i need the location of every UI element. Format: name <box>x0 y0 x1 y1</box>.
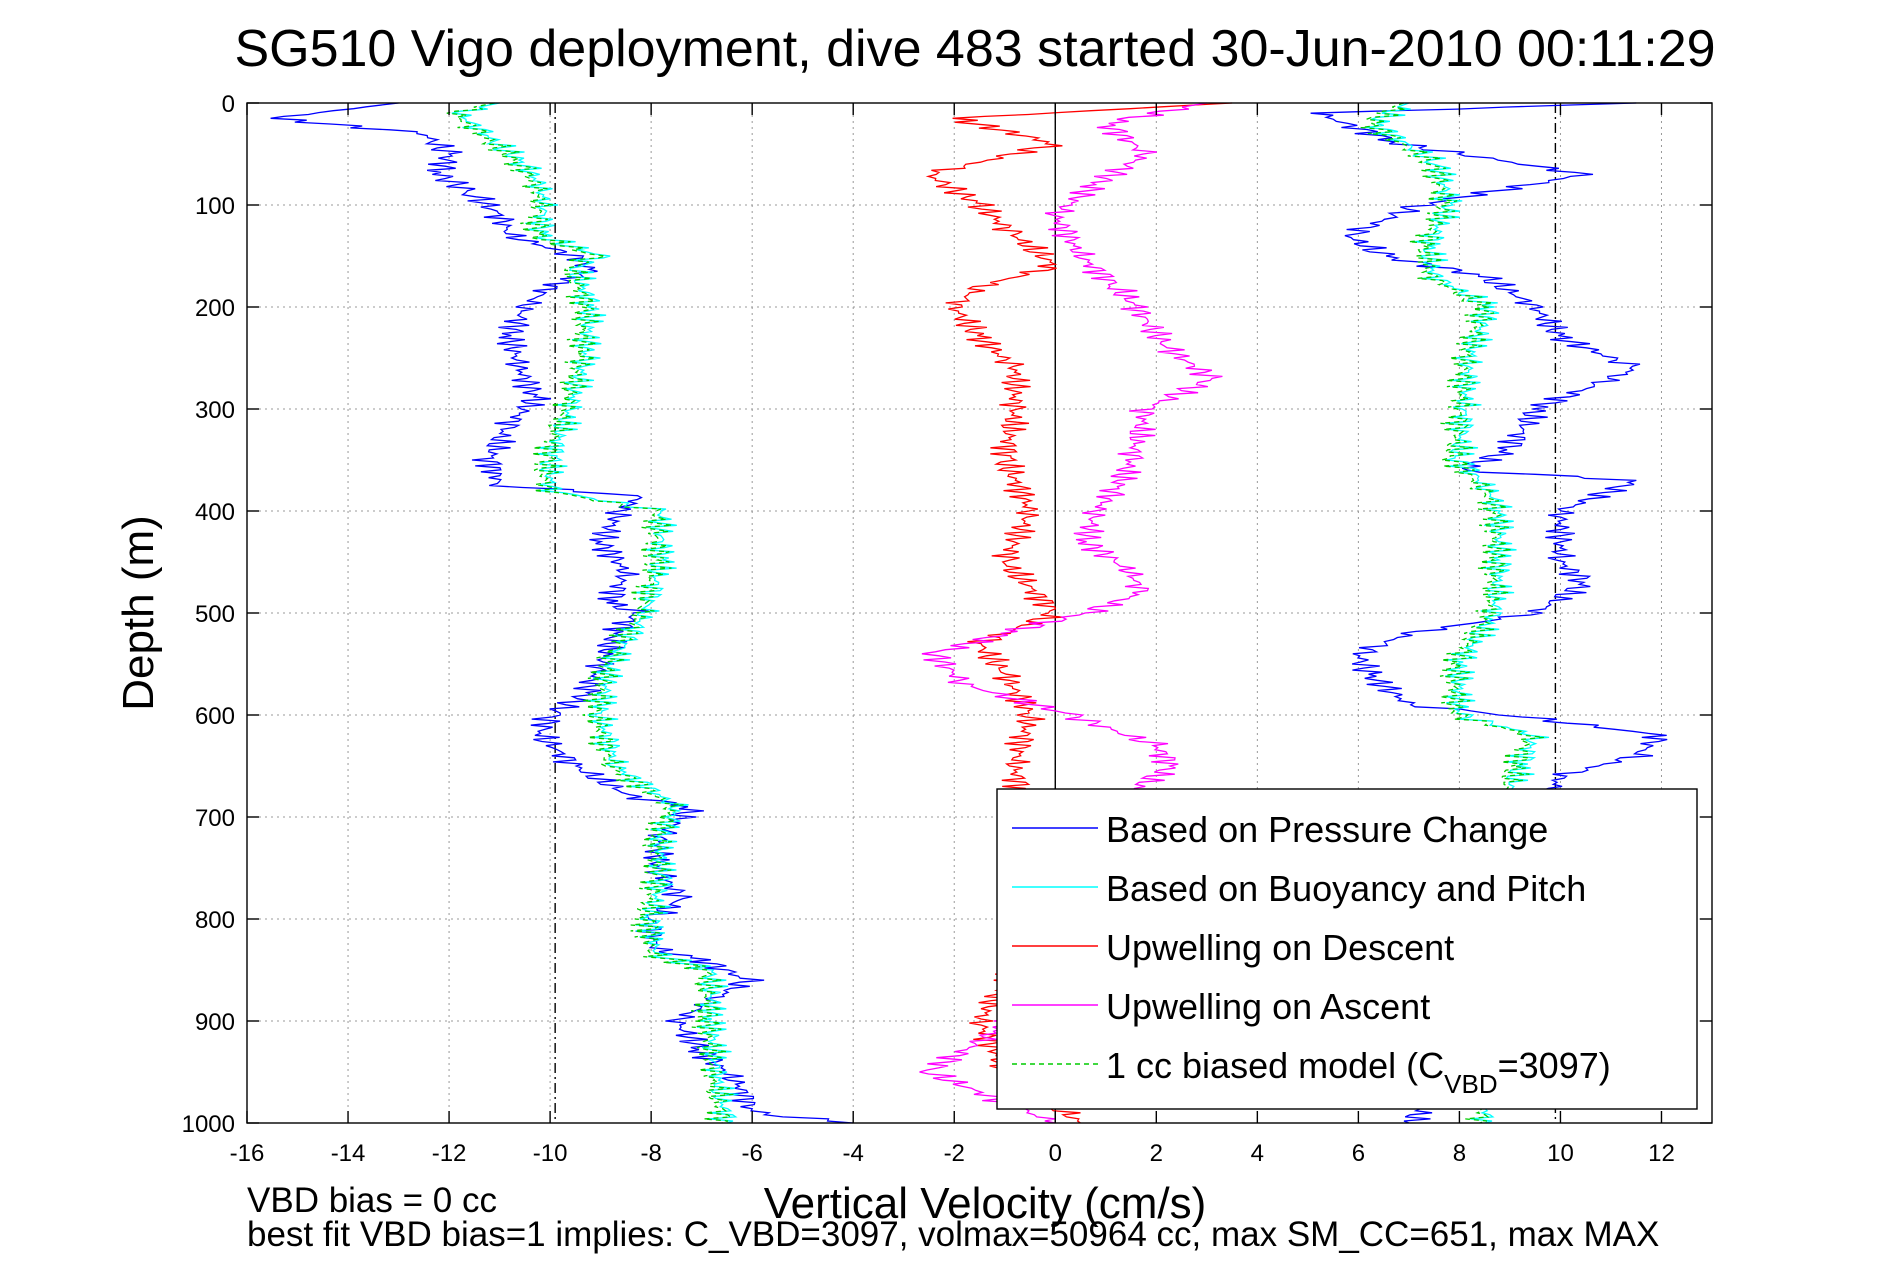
y-tick-label: 300 <box>195 397 235 424</box>
y-tick-label: 1000 <box>182 1111 235 1138</box>
legend-label: Based on Pressure Change <box>1106 809 1548 850</box>
series-line <box>446 102 734 1124</box>
legend-box <box>996 788 1698 1110</box>
x-tick-label: -8 <box>640 1140 661 1167</box>
y-tick-label: 200 <box>195 295 235 322</box>
x-tick-label: 0 <box>1049 1140 1062 1167</box>
best-fit-note: best fit VBD bias=1 implies: C_VBD=3097,… <box>247 1215 1659 1254</box>
x-axis-label: Vertical Velocity (cm/s) <box>764 1179 1207 1228</box>
x-tick-label: -2 <box>944 1140 965 1167</box>
x-tick-label: 2 <box>1150 1140 1163 1167</box>
x-tick-label: 4 <box>1251 1140 1264 1167</box>
x-tick-label: 8 <box>1453 1140 1466 1167</box>
x-tick-label: -16 <box>230 1140 265 1167</box>
y-tick-label: 500 <box>195 601 235 628</box>
x-tick-label: 6 <box>1352 1140 1365 1167</box>
legend: Based on Pressure Change Based on Buoyanc… <box>996 788 1698 1110</box>
y-tick-label: 600 <box>195 703 235 730</box>
series-line <box>270 102 854 1124</box>
x-tick-label: -6 <box>742 1140 763 1167</box>
y-tick-label: 100 <box>195 193 235 220</box>
x-tick-label: 10 <box>1547 1140 1574 1167</box>
tick-layer: -16 -14 -12 -10 -8 -6 -4 -2 0 2 4 6 8 10 12 0 100 200 300 4… <box>182 91 1712 1167</box>
y-tick-label: 900 <box>195 1009 235 1036</box>
x-tick-label: 12 <box>1648 1140 1675 1167</box>
legend-label: Upwelling on Ascent <box>1106 986 1430 1027</box>
x-tick-label: -10 <box>533 1140 568 1167</box>
x-tick-label: -12 <box>432 1140 467 1167</box>
vbd-bias-note: VBD bias = 0 cc <box>247 1181 497 1220</box>
x-tick-label: -14 <box>331 1140 366 1167</box>
y-tick-label: 800 <box>195 907 235 934</box>
chart-title: SG510 Vigo deployment, dive 483 started … <box>234 20 1715 78</box>
y-tick-label: 700 <box>195 805 235 832</box>
y-axis-label: Depth (m) <box>114 515 163 711</box>
legend-label: Based on Buoyancy and Pitch <box>1106 868 1586 909</box>
y-tick-label: 0 <box>222 91 235 118</box>
legend-label: Upwelling on Descent <box>1106 927 1454 968</box>
y-tick-label: 400 <box>195 499 235 526</box>
x-tick-label: -4 <box>843 1140 864 1167</box>
